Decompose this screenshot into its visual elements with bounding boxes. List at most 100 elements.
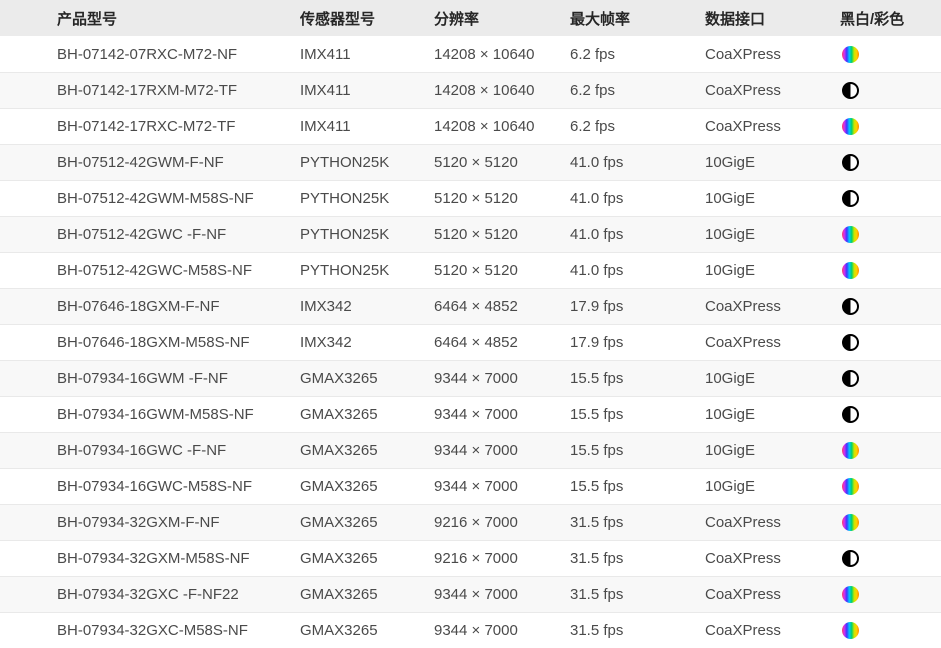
chroma-cell [840,406,941,424]
chroma-cell [840,514,941,532]
chroma-cell [840,622,941,640]
fps-cell: 6.2 fps [570,118,616,135]
model-cell: BH-07512-42GWM-F-NF [57,154,224,171]
mono-icon [842,190,859,208]
chroma-cell [840,298,941,316]
model-cell: BH-07646-18GXM-F-NF [57,298,220,315]
table-header-row: 产品型号 传感器型号 分辨率 最大帧率 数据接口 黑白/彩色 [0,0,941,36]
table-row: BH-07512-42GWM-M58S-NF PYTHON25K 5120 × … [0,180,941,216]
table-row: BH-07934-16GWC -F-NF GMAX3265 9344 × 700… [0,432,941,468]
color-icon [842,262,859,280]
resolution-cell: 9216 × 7000 [434,550,518,567]
interface-cell: 10GigE [705,226,756,243]
interface-cell: CoaXPress [705,550,781,567]
color-icon [842,586,859,604]
sensor-cell: IMX411 [300,45,351,63]
model-cell: BH-07934-16GWC-M58S-NF [57,478,253,495]
model-cell: BH-07934-16GWC -F-NF [57,442,227,459]
fps-cell: 17.9 fps [570,298,624,315]
sensor-cell: GMAX3265 [300,370,378,387]
sensor-cell: PYTHON25K [300,154,390,171]
chroma-cell [840,190,941,208]
resolution-cell: 9344 × 7000 [434,370,518,387]
interface-cell: CoaXPress [705,514,781,531]
chroma-cell [840,118,941,136]
resolution-cell: 14208 × 10640 [434,82,535,99]
sensor-cell: IMX411 [300,118,351,135]
resolution-cell: 9344 × 7000 [434,622,518,639]
table-row: BH-07934-16GWM -F-NF GMAX3265 9344 × 700… [0,360,941,396]
model-cell: BH-07934-16GWM -F-NF [57,370,228,387]
model-cell: BH-07142-17RXC-M72-TF [57,118,236,135]
table-row: BH-07934-32GXM-F-NF GMAX3265 9216 × 7000… [0,504,941,540]
sensor-cell: GMAX3265 [300,586,378,603]
table-row: BH-07646-18GXM-M58S-NF IMX342 6464 × 485… [0,324,941,360]
column-header-sensor: 传感器型号 [300,10,376,28]
interface-cell: 10GigE [705,478,756,495]
table-row: BH-07512-42GWC -F-NF PYTHON25K 5120 × 51… [0,216,941,252]
sensor-cell: IMX342 [300,334,352,351]
interface-cell: 10GigE [705,154,756,171]
model-cell: BH-07142-17RXM-M72-TF [57,82,238,99]
fps-cell: 41.0 fps [570,154,624,171]
interface-cell: 10GigE [705,442,756,459]
column-header-chroma: 黑白/彩色 [840,10,905,28]
table-row: BH-07934-32GXC-M58S-NF GMAX3265 9344 × 7… [0,612,941,648]
model-cell: BH-07646-18GXM-M58S-NF [57,334,250,351]
sensor-cell: PYTHON25K [300,190,390,207]
mono-icon [842,334,859,352]
fps-cell: 17.9 fps [570,334,624,351]
sensor-cell: GMAX3265 [300,478,378,495]
color-icon [842,514,859,532]
sensor-cell: IMX342 [300,298,352,315]
chroma-cell [840,226,941,244]
sensor-cell: PYTHON25K [300,262,390,279]
mono-icon [842,550,859,568]
table-row: BH-07934-32GXC -F-NF22 GMAX3265 9344 × 7… [0,576,941,612]
mono-icon [842,406,859,424]
resolution-cell: 5120 × 5120 [434,226,518,243]
model-cell: BH-07512-42GWC-M58S-NF [57,262,253,279]
fps-cell: 15.5 fps [570,442,624,459]
model-cell: BH-07934-32GXC -F-NF22 [57,586,239,603]
fps-cell: 31.5 fps [570,514,624,531]
column-header-model: 产品型号 [57,10,118,28]
fps-cell: 31.5 fps [570,550,624,567]
fps-cell: 6.2 fps [570,45,616,63]
resolution-cell: 5120 × 5120 [434,154,518,171]
mono-icon [842,298,859,316]
chroma-cell [840,442,941,460]
fps-cell: 6.2 fps [570,82,616,99]
interface-cell: CoaXPress [705,82,781,99]
column-header-resolution: 分辨率 [434,10,480,28]
sensor-cell: GMAX3265 [300,406,378,423]
fps-cell: 31.5 fps [570,586,624,603]
mono-icon [842,154,859,172]
column-header-interface: 数据接口 [705,10,766,28]
chroma-cell [840,586,941,604]
interface-cell: CoaXPress [705,45,781,63]
resolution-cell: 9344 × 7000 [434,442,518,459]
interface-cell: CoaXPress [705,334,781,351]
resolution-cell: 14208 × 10640 [434,45,535,63]
fps-cell: 41.0 fps [570,262,624,279]
resolution-cell: 6464 × 4852 [434,298,518,315]
table-row: BH-07934-32GXM-M58S-NF GMAX3265 9216 × 7… [0,540,941,576]
table-row: BH-07934-16GWM-M58S-NF GMAX3265 9344 × 7… [0,396,941,432]
chroma-cell [840,82,941,100]
model-cell: BH-07934-16GWM-M58S-NF [57,406,254,423]
model-cell: BH-07934-32GXM-F-NF [57,514,220,531]
chroma-cell [840,334,941,352]
color-icon [842,478,859,496]
sensor-cell: GMAX3265 [300,442,378,459]
resolution-cell: 6464 × 4852 [434,334,518,351]
column-header-fps: 最大帧率 [570,10,631,28]
resolution-cell: 9344 × 7000 [434,586,518,603]
table-row: BH-07646-18GXM-F-NF IMX342 6464 × 4852 1… [0,288,941,324]
color-icon [842,118,859,136]
chroma-cell [840,370,941,388]
fps-cell: 31.5 fps [570,622,624,639]
model-cell: BH-07934-32GXM-M58S-NF [57,550,250,567]
table-row: BH-07512-42GWC-M58S-NF PYTHON25K 5120 × … [0,252,941,288]
